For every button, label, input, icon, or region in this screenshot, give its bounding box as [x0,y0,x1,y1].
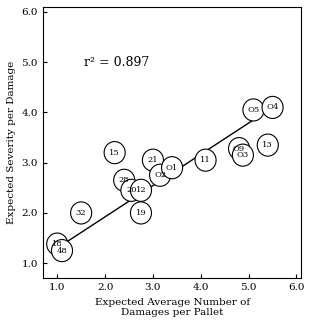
Text: O4: O4 [266,103,279,111]
Circle shape [142,149,163,171]
Circle shape [195,149,216,171]
Circle shape [257,134,278,156]
Circle shape [130,202,152,224]
Circle shape [121,179,142,202]
Text: O1: O1 [166,164,178,172]
Circle shape [104,142,125,164]
Text: O5: O5 [247,106,260,114]
Circle shape [130,179,152,202]
Circle shape [243,99,264,121]
Circle shape [114,169,135,191]
Text: 28: 28 [119,176,129,184]
Text: 11: 11 [200,156,211,164]
Text: O9: O9 [233,145,245,153]
Text: 12: 12 [136,186,146,194]
Circle shape [47,233,68,255]
Text: 21: 21 [148,156,158,164]
Y-axis label: Expected Severity per Damage: Expected Severity per Damage [7,61,16,224]
Circle shape [71,202,92,224]
Circle shape [232,144,253,166]
Circle shape [162,157,183,179]
Circle shape [149,164,171,186]
Text: 13: 13 [262,141,273,149]
Text: O3: O3 [237,151,249,159]
Text: 18: 18 [52,240,63,248]
Text: 48: 48 [56,247,67,255]
X-axis label: Expected Average Number of
Damages per Pallet: Expected Average Number of Damages per P… [95,298,250,317]
Text: 19: 19 [136,209,146,217]
Text: 32: 32 [76,209,86,217]
Text: O2: O2 [154,171,166,179]
Text: 15: 15 [109,149,120,156]
Text: r² = 0.897: r² = 0.897 [84,56,149,69]
Circle shape [262,96,283,119]
Circle shape [229,138,250,160]
Text: 20: 20 [126,186,137,194]
Circle shape [51,239,72,262]
